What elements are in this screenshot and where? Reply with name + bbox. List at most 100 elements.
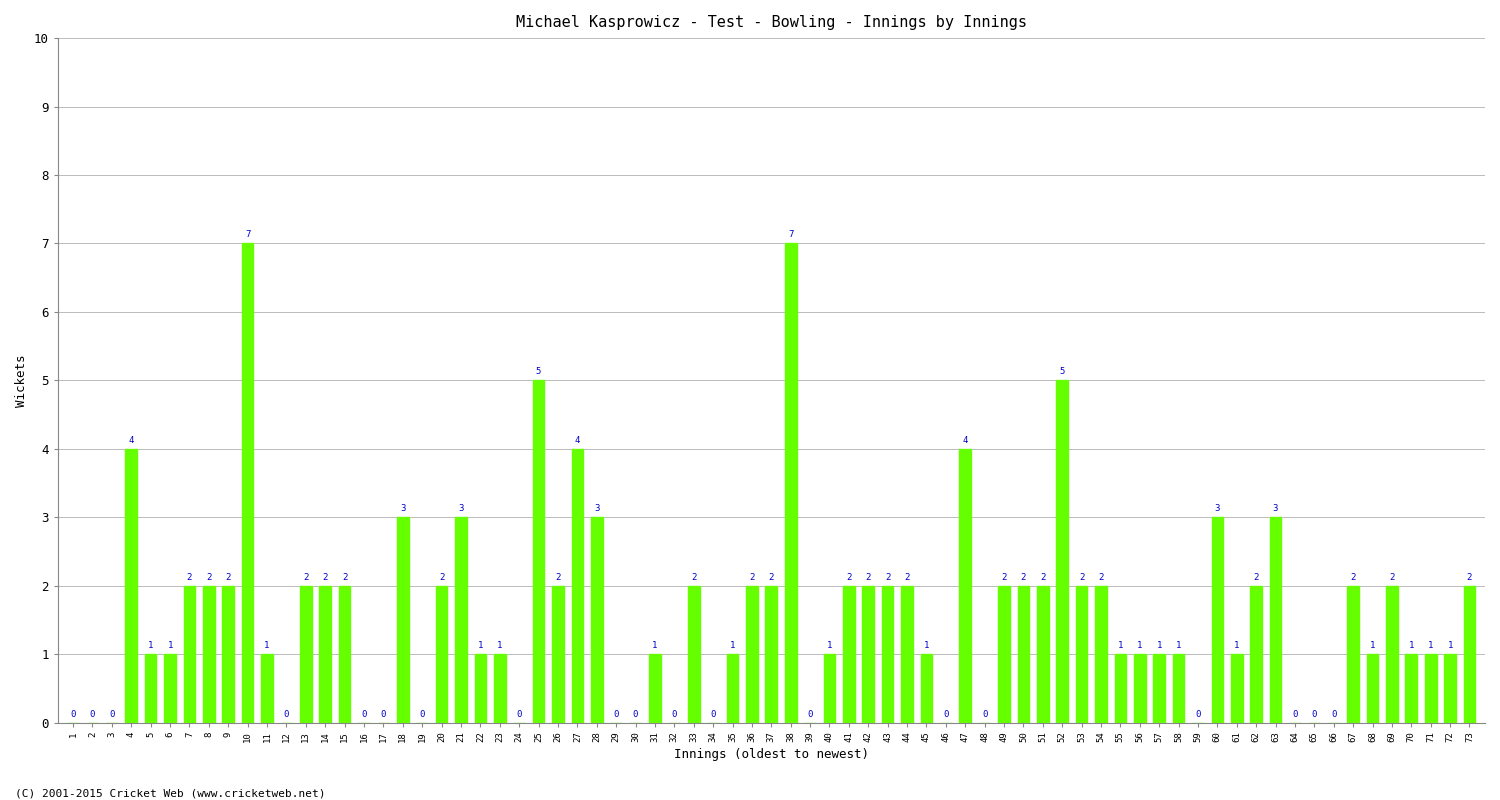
Text: 2: 2 xyxy=(440,573,444,582)
Text: 2: 2 xyxy=(1350,573,1356,582)
Text: 1: 1 xyxy=(148,641,153,650)
Text: 0: 0 xyxy=(982,710,987,718)
Bar xyxy=(454,518,466,722)
Bar xyxy=(339,586,351,722)
Text: 0: 0 xyxy=(362,710,366,718)
Text: 0: 0 xyxy=(672,710,676,718)
Text: 1: 1 xyxy=(1137,641,1143,650)
Text: 2: 2 xyxy=(1098,573,1104,582)
Bar xyxy=(494,654,506,722)
Bar xyxy=(1444,654,1456,722)
Bar xyxy=(726,654,738,722)
Text: 0: 0 xyxy=(633,710,638,718)
Bar xyxy=(1464,586,1476,722)
Text: 0: 0 xyxy=(1330,710,1336,718)
Title: Michael Kasprowicz - Test - Bowling - Innings by Innings: Michael Kasprowicz - Test - Bowling - In… xyxy=(516,15,1028,30)
Text: 1: 1 xyxy=(1408,641,1414,650)
Bar xyxy=(1232,654,1242,722)
Bar xyxy=(688,586,699,722)
Bar xyxy=(1366,654,1378,722)
Text: 0: 0 xyxy=(614,710,620,718)
Bar xyxy=(1173,654,1185,722)
Text: 0: 0 xyxy=(110,710,114,718)
Text: (C) 2001-2015 Cricket Web (www.cricketweb.net): (C) 2001-2015 Cricket Web (www.cricketwe… xyxy=(15,788,326,798)
Text: 0: 0 xyxy=(90,710,94,718)
Text: 2: 2 xyxy=(748,573,754,582)
Bar xyxy=(882,586,894,722)
Bar xyxy=(1347,586,1359,722)
Text: 4: 4 xyxy=(963,436,968,445)
Text: 1: 1 xyxy=(730,641,735,650)
Bar xyxy=(843,586,855,722)
Bar xyxy=(1095,586,1107,722)
Text: 2: 2 xyxy=(1078,573,1084,582)
Bar xyxy=(765,586,777,722)
Bar xyxy=(1212,518,1222,722)
Text: 2: 2 xyxy=(342,573,348,582)
Text: 0: 0 xyxy=(70,710,76,718)
Bar xyxy=(552,586,564,722)
Bar xyxy=(146,654,156,722)
Bar xyxy=(242,243,254,722)
Text: 3: 3 xyxy=(1274,504,1278,513)
Bar xyxy=(261,654,273,722)
Text: 3: 3 xyxy=(459,504,464,513)
Bar xyxy=(222,586,234,722)
Bar xyxy=(436,586,447,722)
Text: 0: 0 xyxy=(516,710,522,718)
Text: 0: 0 xyxy=(284,710,290,718)
Text: 1: 1 xyxy=(1428,641,1434,650)
Bar xyxy=(398,518,408,722)
Bar xyxy=(1406,654,1417,722)
Text: 0: 0 xyxy=(807,710,813,718)
Text: 1: 1 xyxy=(168,641,172,650)
Text: 5: 5 xyxy=(1059,367,1065,376)
Bar xyxy=(1269,518,1281,722)
Bar xyxy=(921,654,933,722)
Bar xyxy=(902,586,914,722)
Bar xyxy=(300,586,312,722)
Text: 1: 1 xyxy=(496,641,502,650)
Bar xyxy=(960,449,970,722)
Text: 2: 2 xyxy=(1002,573,1007,582)
Text: 0: 0 xyxy=(944,710,948,718)
Bar xyxy=(183,586,195,722)
Text: 1: 1 xyxy=(1176,641,1182,650)
Bar xyxy=(746,586,758,722)
Text: 1: 1 xyxy=(1370,641,1376,650)
Text: 0: 0 xyxy=(1196,710,1200,718)
Text: 0: 0 xyxy=(420,710,424,718)
Bar xyxy=(591,518,603,722)
Text: 2: 2 xyxy=(322,573,328,582)
Text: 2: 2 xyxy=(768,573,774,582)
Text: 2: 2 xyxy=(303,573,309,582)
Bar xyxy=(650,654,660,722)
Bar xyxy=(532,380,544,722)
Bar xyxy=(202,586,214,722)
Text: 4: 4 xyxy=(129,436,134,445)
Bar xyxy=(1076,586,1088,722)
Bar xyxy=(126,449,136,722)
Text: 1: 1 xyxy=(264,641,270,650)
Text: 2: 2 xyxy=(1254,573,1258,582)
Bar xyxy=(572,449,584,722)
Text: 1: 1 xyxy=(924,641,928,650)
Bar xyxy=(1425,654,1437,722)
Text: 4: 4 xyxy=(574,436,580,445)
Text: 2: 2 xyxy=(904,573,909,582)
Bar xyxy=(1251,586,1262,722)
Text: 2: 2 xyxy=(1020,573,1026,582)
Bar xyxy=(1056,380,1068,722)
Text: 2: 2 xyxy=(555,573,561,582)
Text: 1: 1 xyxy=(827,641,833,650)
Bar xyxy=(1017,586,1029,722)
Text: 2: 2 xyxy=(885,573,891,582)
Text: 5: 5 xyxy=(536,367,542,376)
Text: 1: 1 xyxy=(477,641,483,650)
Text: 2: 2 xyxy=(865,573,871,582)
Text: 3: 3 xyxy=(1215,504,1219,513)
Bar xyxy=(1036,586,1048,722)
Bar xyxy=(824,654,836,722)
Text: 0: 0 xyxy=(711,710,716,718)
Text: 0: 0 xyxy=(381,710,386,718)
